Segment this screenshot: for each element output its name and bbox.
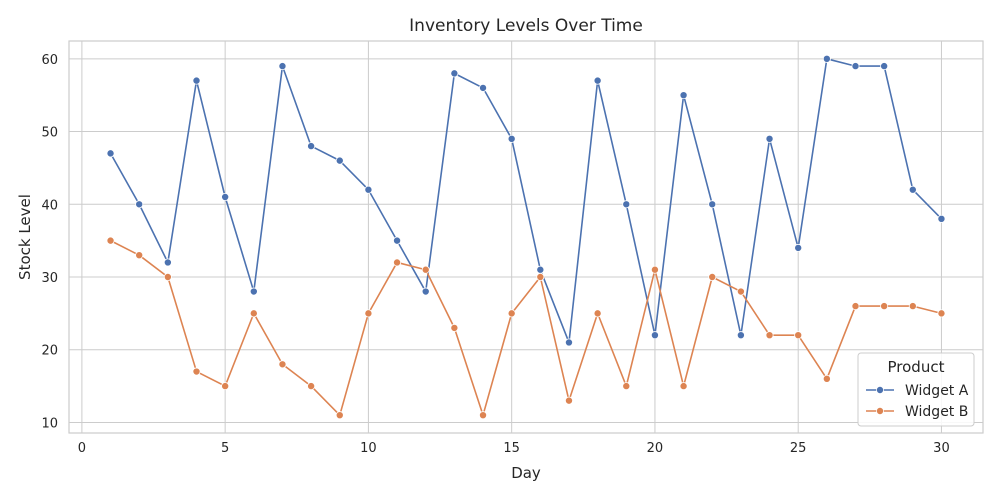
data-point (908, 302, 917, 311)
data-point (221, 192, 230, 201)
data-point (507, 134, 516, 143)
data-point (564, 338, 573, 347)
data-point (822, 374, 831, 383)
data-point (479, 411, 488, 420)
data-point (450, 323, 459, 332)
y-tick-label: 40 (41, 198, 58, 213)
data-point (393, 236, 402, 245)
data-point (421, 265, 430, 274)
data-point (278, 62, 287, 71)
data-point (335, 156, 344, 165)
data-point (135, 251, 144, 260)
x-tick-label: 15 (503, 441, 520, 456)
data-point (736, 331, 745, 340)
y-tick-label: 50 (41, 126, 58, 141)
x-tick-label: 25 (790, 441, 807, 456)
legend-title: Product (888, 358, 945, 376)
y-axis-label: Stock Level (16, 194, 34, 280)
legend-box (857, 352, 975, 427)
data-point (851, 302, 860, 311)
y-tick-label: 10 (41, 416, 58, 431)
data-point (536, 272, 545, 281)
data-point (364, 309, 373, 318)
y-tick-label: 20 (41, 344, 58, 359)
data-point (249, 309, 258, 318)
data-point (593, 309, 602, 318)
y-tick-label: 60 (41, 53, 58, 68)
data-point (937, 309, 946, 318)
data-point (335, 411, 344, 420)
series-line-widget-b (110, 239, 942, 416)
data-point (364, 185, 373, 194)
data-point (679, 91, 688, 100)
data-point (622, 200, 631, 209)
x-axis-label: Day (511, 464, 541, 482)
data-point (908, 185, 917, 194)
data-point (794, 331, 803, 340)
data-point (794, 243, 803, 252)
data-point (822, 54, 831, 63)
series-widget-b (106, 236, 946, 420)
legend-items: Widget A Widget B (866, 383, 969, 420)
data-point (393, 258, 402, 267)
data-point (851, 62, 860, 71)
data-point (736, 287, 745, 296)
data-point (622, 382, 631, 391)
data-point (937, 214, 946, 223)
legend-label-widget-a: Widget A (905, 383, 969, 399)
x-tick-label: 5 (221, 441, 229, 456)
data-point (135, 200, 144, 209)
data-point (163, 272, 172, 281)
data-point (421, 287, 430, 296)
data-point (708, 200, 717, 209)
data-point (765, 331, 774, 340)
data-point (192, 367, 201, 376)
x-tick-label: 0 (78, 441, 86, 456)
data-point (479, 83, 488, 92)
chart-title: Inventory Levels Over Time (409, 16, 643, 36)
data-point (278, 360, 287, 369)
data-point (106, 149, 115, 158)
data-point (507, 309, 516, 318)
data-point (593, 76, 602, 85)
data-point (249, 287, 258, 296)
legend: Product Widget A Widget B (857, 352, 975, 427)
plot-area: 0 5 10 15 20 25 30 10 20 30 40 50 60 (41, 40, 984, 456)
data-point (650, 265, 659, 274)
x-tick-label: 20 (647, 441, 664, 456)
x-tick-label: 30 (933, 441, 950, 456)
data-point (679, 382, 688, 391)
data-point (765, 134, 774, 143)
plot-frame (68, 40, 984, 434)
legend-marker-widget-b (876, 406, 885, 415)
data-point (880, 62, 889, 71)
data-point (192, 76, 201, 85)
data-point (307, 382, 316, 391)
legend-marker-widget-a (876, 385, 885, 394)
data-point (450, 69, 459, 78)
data-point (536, 265, 545, 274)
data-point (221, 382, 230, 391)
x-tick-label: 10 (360, 441, 377, 456)
data-point (106, 236, 115, 245)
y-tick-label: 30 (41, 271, 58, 286)
data-point (880, 302, 889, 311)
series-line-widget-a (109, 58, 943, 344)
data-point (564, 396, 573, 405)
data-point (307, 142, 316, 151)
legend-label-widget-b: Widget B (905, 404, 968, 420)
data-point (650, 331, 659, 340)
series-widget-a (106, 54, 946, 347)
data-point (163, 258, 172, 267)
data-point (708, 272, 717, 281)
